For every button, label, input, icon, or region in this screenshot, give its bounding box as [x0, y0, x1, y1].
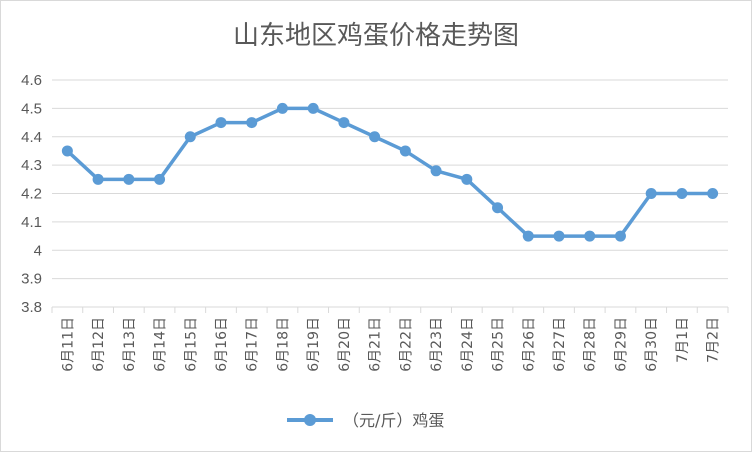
legend-dot-marker [304, 414, 316, 426]
x-tick-label: 6月17日 [245, 317, 261, 372]
x-tick-label: 6月29日 [613, 317, 629, 372]
grid-lines [52, 79, 728, 308]
series-group [61, 102, 719, 242]
y-tick-label: 3.9 [21, 271, 42, 288]
data-point [276, 102, 288, 114]
y-tick-label: 4 [34, 242, 42, 259]
legend: （元/斤）鸡蛋 [287, 411, 444, 430]
x-tick-label: 6月15日 [183, 317, 199, 372]
x-tick-label: 6月11日 [60, 317, 76, 372]
legend-label: （元/斤）鸡蛋 [343, 411, 444, 430]
data-point [369, 131, 381, 143]
x-tick-label: 6月16日 [214, 317, 230, 372]
x-tick-label: 6月24日 [460, 317, 476, 372]
data-point [246, 117, 258, 129]
y-tick-label: 3.8 [21, 299, 42, 316]
y-tick-label: 4.1 [21, 214, 42, 231]
series-line [65, 106, 715, 238]
data-point [584, 230, 596, 242]
data-point [553, 230, 565, 242]
data-point [92, 173, 104, 185]
data-point [645, 188, 657, 199]
y-tick-label: 4.3 [21, 157, 42, 174]
y-tick-label: 4.6 [21, 72, 42, 89]
x-tick-label: 6月20日 [337, 317, 353, 372]
data-point [614, 230, 626, 242]
x-tick-label: 6月14日 [153, 317, 169, 372]
data-point [676, 188, 688, 199]
x-tick-label: 6月19日 [306, 317, 322, 372]
x-tick-label: 7月1日 [675, 317, 691, 363]
y-axis-ticks: 3.8 3.9 4 4.1 4.2 4.3 4.4 4.5 4.6 [21, 72, 42, 316]
data-point [338, 117, 350, 129]
x-tick-label: 6月21日 [368, 317, 384, 372]
data-point [123, 173, 135, 185]
x-tick-label: 6月25日 [491, 317, 507, 372]
x-tick-label: 6月30日 [644, 317, 660, 372]
y-tick-label: 4.5 [21, 100, 42, 117]
data-point [154, 173, 166, 185]
x-tick-label: 6月12日 [91, 317, 107, 372]
x-tick-label: 6月26日 [521, 317, 537, 372]
x-tick-label: 6月28日 [583, 317, 599, 372]
data-point [307, 102, 319, 114]
x-tick-label: 6月22日 [398, 317, 414, 372]
x-tick-label: 6月13日 [122, 317, 138, 372]
data-point [492, 202, 504, 214]
data-point [522, 230, 534, 242]
data-point [707, 188, 719, 199]
chart-title: 山东地区鸡蛋价格走势图 [233, 21, 519, 51]
x-axis-ticks: 6月11日 6月12日 6月13日 6月14日 6月15日 6月16日 6月17日 6月18日… [51, 307, 729, 372]
x-tick-label: 7月2日 [706, 317, 722, 363]
x-tick-label: 6月18日 [275, 317, 291, 372]
data-point [215, 117, 227, 129]
y-tick-label: 4.2 [21, 186, 42, 203]
data-point [61, 145, 73, 157]
data-point [399, 145, 411, 157]
x-tick-label: 6月23日 [429, 317, 445, 372]
data-point [461, 173, 473, 185]
data-point [184, 131, 196, 143]
data-point [430, 165, 442, 177]
x-tick-label: 6月27日 [552, 317, 568, 372]
y-tick-label: 4.4 [21, 129, 42, 146]
